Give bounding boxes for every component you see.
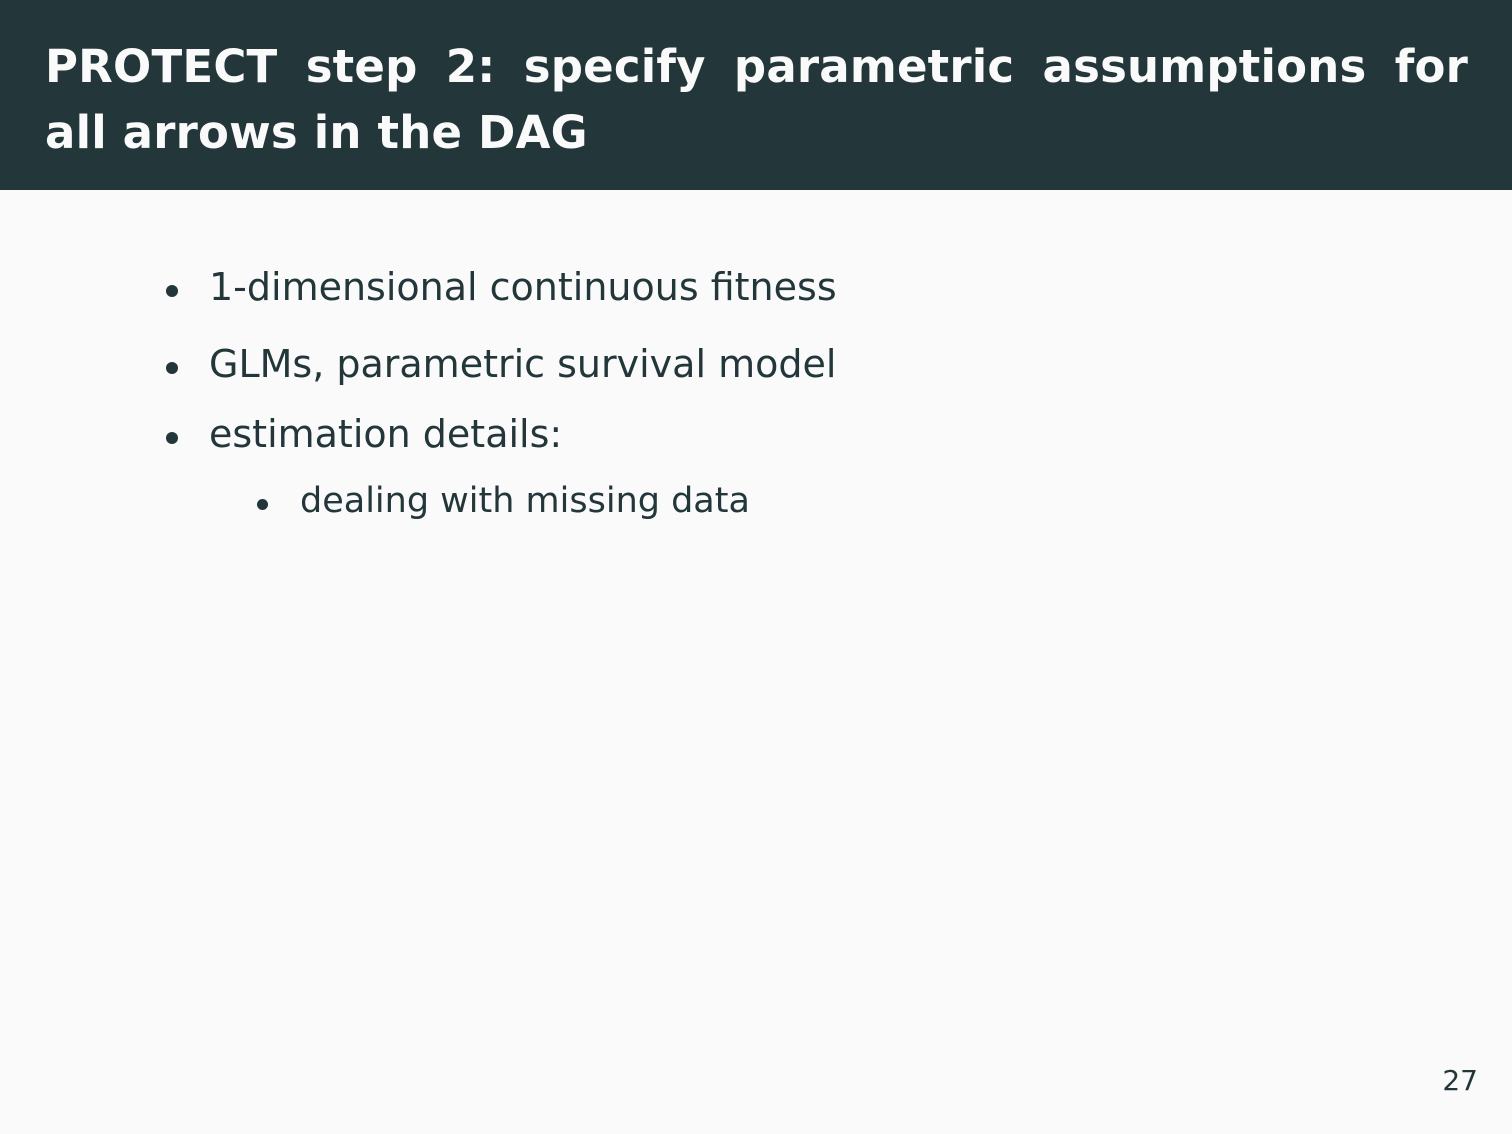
bullet-dot-icon [166, 362, 178, 374]
bullet-text: 1-dimensional continuous fitness [209, 265, 837, 309]
bullet-dot-icon [166, 285, 178, 297]
bullet-item: estimation details: [166, 415, 562, 453]
bullet-text: estimation details: [209, 412, 563, 456]
slide-title: PROTECT step 2: specify parametric assum… [45, 40, 1468, 159]
bullet-dot-icon [257, 499, 268, 510]
sub-bullet-item: dealing with missing data [257, 484, 750, 519]
bullet-dot-icon [166, 432, 178, 444]
sub-bullet-text: dealing with missing data [300, 481, 750, 521]
bullet-item: 1-dimensional continuous fitness [166, 268, 837, 306]
page-number: 27 [1442, 1064, 1478, 1097]
bullet-item: GLMs, parametric survival model [166, 345, 836, 383]
slide-title-bar: PROTECT step 2: specify parametric assum… [0, 0, 1512, 190]
bullet-text: GLMs, parametric survival model [209, 342, 837, 386]
